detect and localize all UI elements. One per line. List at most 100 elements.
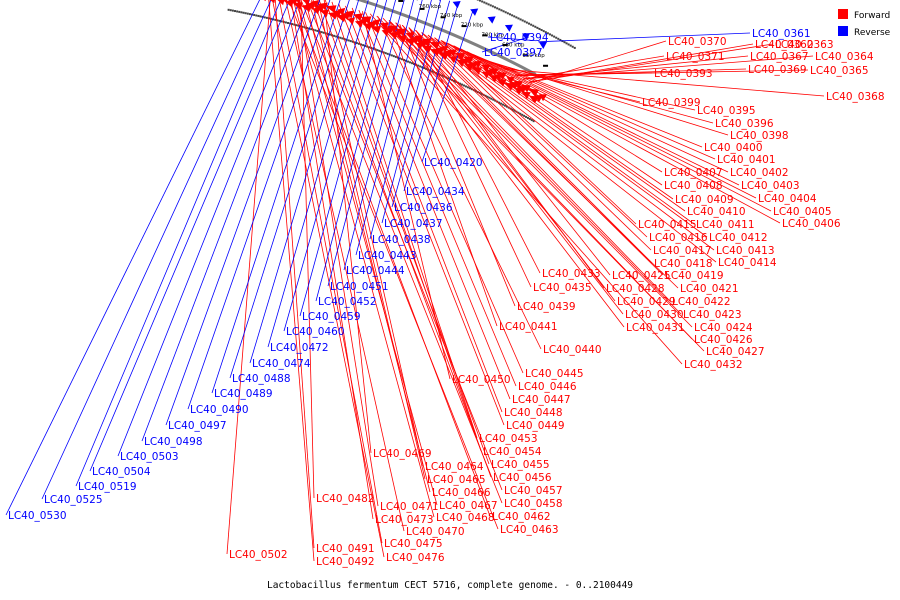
reverse-gene — [452, 0, 461, 9]
tick-label: 680 kbp — [502, 43, 525, 49]
gene-label: LC40_0452 — [318, 296, 377, 308]
leader-line — [323, 0, 372, 454]
track-dot — [528, 118, 531, 121]
track-dot — [544, 31, 547, 34]
gene-label: LC40_0401 — [717, 154, 776, 166]
track-dot — [466, 86, 469, 89]
track-dot — [478, 0, 481, 2]
gene-label: LC40_0474 — [252, 358, 311, 370]
gene-label: LC40_0489 — [214, 388, 273, 400]
gene-label: LC40_0449 — [506, 420, 565, 432]
forward-gene — [415, 41, 424, 50]
leader-line — [229, 0, 350, 379]
track-dot — [310, 28, 313, 31]
gene-features — [263, 0, 548, 104]
scale-ticks: 660 kbp 680 kbp 700 kbp 720 kbp 740 kbp 760 k… — [397, 0, 549, 67]
gene-label: LC40_0473 — [375, 514, 434, 526]
track-dot — [378, 49, 381, 52]
leader-line — [267, 0, 369, 348]
gene-label: LC40_0421 — [680, 283, 739, 295]
gene-label: LC40_0407 — [664, 167, 723, 179]
leader-line — [466, 51, 663, 173]
reverse-gene — [522, 33, 531, 41]
track-dot — [494, 99, 497, 102]
gene-label: LC40_0394 — [490, 32, 549, 44]
track-dot — [248, 13, 251, 16]
track-dot — [421, 66, 424, 69]
track-dot — [476, 0, 479, 1]
track-dot — [487, 3, 490, 6]
track-dot — [508, 13, 511, 16]
forward-gene — [263, 0, 266, 2]
leader-line — [377, 16, 542, 350]
reverse-gene — [439, 0, 441, 2]
tick-label: 720 kbp — [461, 22, 484, 28]
gene-label: LC40_0502 — [229, 549, 288, 561]
track-dot — [402, 58, 405, 61]
forward-gene — [389, 32, 399, 40]
gene-label: LC40_0488 — [232, 373, 291, 385]
gene-label: LC40_0460 — [286, 326, 345, 338]
track-dot — [502, 10, 505, 13]
gene-label: LC40_0363 — [775, 39, 834, 51]
track-dot — [515, 16, 518, 19]
track-dot — [362, 44, 365, 47]
forward-gene — [528, 88, 539, 97]
track-dot — [291, 23, 294, 26]
gene-label: LC40_0411 — [696, 219, 755, 231]
gene-label: LC40_0406 — [782, 218, 841, 230]
forward-gene — [404, 38, 416, 47]
legend-label-reverse: Reverse — [854, 28, 891, 38]
track-dot — [280, 20, 283, 23]
gene-label: LC40_0436 — [394, 202, 453, 214]
forward-gene — [506, 76, 515, 85]
gene-label: LC40_0446 — [518, 381, 577, 393]
track-dot — [301, 25, 304, 28]
tick-mark — [482, 34, 488, 37]
forward-gene — [455, 53, 466, 61]
track-dot — [521, 19, 524, 22]
forward-gene — [300, 4, 312, 13]
gene-label: LC40_0454 — [483, 446, 542, 458]
gene-label: LC40_0361 — [752, 28, 811, 40]
track-dot — [400, 58, 403, 61]
track-dot — [542, 30, 545, 33]
track-dot — [468, 87, 471, 90]
track-dot — [523, 114, 526, 117]
forward-gene — [327, 11, 338, 20]
track-dot — [231, 9, 234, 12]
track-dot — [526, 116, 529, 119]
track-dot — [238, 10, 241, 13]
gene-label: LC40_0408 — [664, 180, 723, 192]
track-dot — [407, 60, 410, 63]
reverse-gene — [487, 16, 496, 24]
gene-label: LC40_0431 — [626, 322, 685, 334]
gene-label: LC40_0429 — [617, 296, 676, 308]
leader-line — [478, 56, 703, 148]
forward-gene — [423, 45, 433, 53]
forward-gene — [406, 31, 415, 40]
track-dot — [427, 68, 430, 71]
gene-label: LC40_0371 — [666, 51, 725, 63]
track-dot — [261, 15, 264, 18]
track-dot — [498, 8, 501, 11]
track-dot — [470, 88, 473, 91]
gene-label: LC40_0455 — [491, 459, 550, 471]
gene-label: LC40_0425 — [612, 270, 671, 282]
forward-gene — [372, 19, 381, 27]
leader-line — [288, 0, 499, 530]
gene-label: LC40_0399 — [642, 97, 701, 109]
leader-line — [351, 7, 511, 400]
leader-line — [421, 32, 717, 263]
leader-line — [515, 72, 653, 76]
leader-line — [473, 54, 716, 160]
forward-gene — [489, 75, 499, 83]
track-dot — [347, 39, 350, 42]
gene-label: LC40_0463 — [500, 524, 559, 536]
gene-label: LC40_0396 — [715, 118, 774, 130]
forward-gene — [354, 20, 364, 28]
track-dot — [287, 21, 290, 24]
leader-line — [389, 20, 498, 327]
track-dot — [453, 79, 456, 82]
